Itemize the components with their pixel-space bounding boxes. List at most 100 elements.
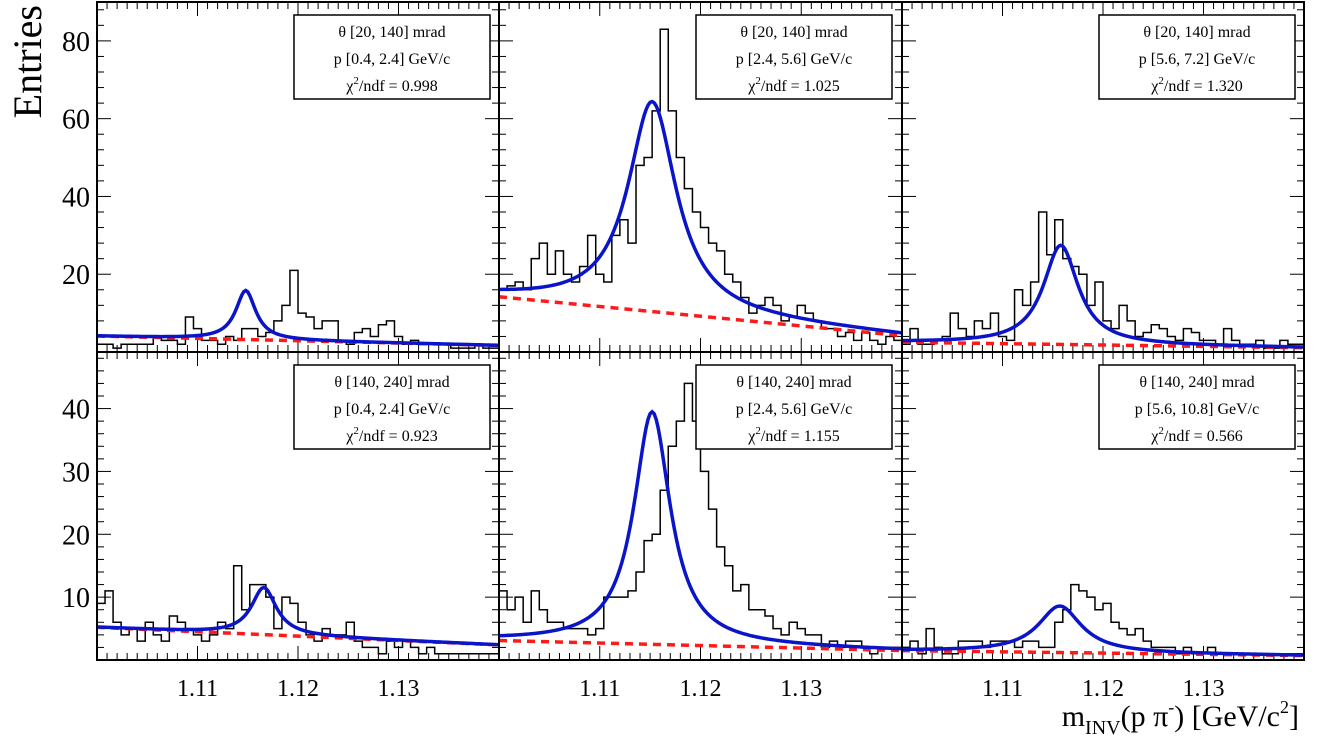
signal-fit-line (97, 585, 499, 647)
legend-chi2-value: /ndf = 1.155 (761, 428, 840, 445)
legend-chi2-sup: 2 (1158, 75, 1164, 87)
panel-4: 10 20 30 40 1.11 1.12 1.13 θ [140, 240] mrad p [… (62, 351, 500, 702)
legend-chi2: χ2/ndf = 1.320 (1150, 75, 1242, 95)
legend-chi2-value: /ndf = 0.998 (359, 78, 438, 95)
x-tick-label: 1.12 (1082, 676, 1124, 702)
y-tick-label: 10 (62, 583, 90, 614)
signal-fit-line (97, 288, 499, 348)
legend-chi2-symbol: χ (345, 428, 354, 445)
signal-fit-line (499, 409, 902, 651)
panel-2: θ [20, 140] mrad p [2.4, 5.6] GeV/c χ2/ndf… (498, 1, 903, 353)
histogram (499, 28, 902, 352)
x-axis-title-sub: INV (1085, 717, 1121, 738)
x-tick-label: 1.13 (378, 676, 420, 702)
legend-box: θ [20, 140] mrad p [0.4, 2.4] GeV/c χ2/ndf… (293, 14, 491, 100)
legend-theta: θ [20, 140] mrad (1143, 24, 1250, 41)
legend-chi2-symbol: χ (747, 78, 756, 95)
legend-chi2-sup: 2 (1158, 425, 1164, 437)
legend-frame (293, 364, 491, 450)
x-tick-label: 1.12 (277, 676, 319, 702)
legend-chi2: χ2/ndf = 0.923 (345, 425, 437, 445)
legend-chi2-symbol: χ (345, 78, 354, 95)
panel-frame (901, 351, 1305, 661)
background-fit-line (499, 295, 902, 338)
x-axis-title-close: ] (1289, 700, 1299, 733)
x-tick-label: 1.11 (982, 676, 1023, 702)
legend-chi2-symbol: χ (1150, 428, 1159, 445)
legend-theta: θ [140, 240] mrad (736, 374, 851, 391)
legend-theta: θ [140, 240] mrad (334, 374, 449, 391)
legend-box: θ [140, 240] mrad p [5.6, 10.8] GeV/c χ2/n… (1098, 364, 1296, 450)
legend-chi2-sup: 2 (755, 425, 761, 437)
plot-area (97, 564, 499, 660)
legend-momentum: p [5.6, 10.8] GeV/c (1135, 401, 1259, 418)
legend-momentum: p [2.4, 5.6] GeV/c (736, 51, 852, 68)
plot-area (499, 28, 902, 352)
legend-box: θ [20, 140] mrad p [2.4, 5.6] GeV/c χ2/ndf… (695, 14, 893, 100)
histogram (902, 211, 1304, 352)
legend-momentum: p [0.4, 2.4] GeV/c (334, 401, 450, 418)
panels-layer: 20 40 60 80 θ [20, 140] mrad p [0.4, 2.4] GeV… (62, 1, 1305, 702)
y-tick-label: 60 (62, 105, 90, 136)
legend-chi2-value: /ndf = 0.566 (1164, 428, 1243, 445)
x-tick-label: 1.11 (579, 676, 620, 702)
x-tick-label: 1.11 (177, 676, 218, 702)
x-axis-title-end: ) [GeV/c (1174, 700, 1280, 733)
legend-frame (1098, 14, 1296, 100)
signal-fit-line (499, 99, 902, 335)
legend-theta: θ [20, 140] mrad (338, 24, 445, 41)
legend-box: θ [140, 240] mrad p [2.4, 5.6] GeV/c χ2/nd… (695, 364, 893, 450)
background-fit-line (97, 334, 499, 348)
legend-momentum: p [2.4, 5.6] GeV/c (736, 401, 852, 418)
legend-chi2-value: /ndf = 0.923 (359, 428, 438, 445)
legend-chi2-sup: 2 (755, 75, 761, 87)
x-axis-title: mINV(p π-) [GeV/c2] (1062, 697, 1299, 738)
legend-box: θ [140, 240] mrad p [0.4, 2.4] GeV/c χ2/nd… (293, 364, 491, 450)
x-axis-title-mid: (p π (1121, 700, 1169, 733)
legend-chi2-sup: 2 (353, 75, 359, 87)
signal-fit-line (902, 604, 1304, 657)
x-axis-title-sup2: 2 (1280, 697, 1289, 717)
plot-area (97, 269, 499, 352)
signal-fit-line (902, 243, 1304, 349)
y-tick-label: 20 (62, 520, 90, 551)
y-tick-label: 40 (62, 395, 90, 426)
background-fit-line (902, 340, 1304, 350)
legend-theta: θ [20, 140] mrad (740, 24, 847, 41)
y-tick-label: 20 (62, 260, 90, 291)
background-fit-line (97, 625, 499, 647)
legend-chi2-value: /ndf = 1.025 (761, 78, 840, 95)
legend-chi2-symbol: χ (747, 428, 756, 445)
panel-3: θ [20, 140] mrad p [5.6, 7.2] GeV/c χ2/ndf… (901, 1, 1305, 353)
background-fit-line (902, 648, 1304, 658)
panel-5: 1.11 1.12 1.13 θ [140, 240] mrad p [2.4, 5.6… (498, 351, 903, 702)
histogram (97, 564, 499, 660)
panel-6: 1.11 1.12 1.13 θ [140, 240] mrad p [5.6, 10.… (901, 351, 1305, 702)
x-axis-title-main: m (1062, 700, 1085, 733)
x-axis-title-sup: - (1168, 697, 1174, 717)
legend-chi2: χ2/ndf = 1.155 (747, 425, 839, 445)
legend-chi2: χ2/ndf = 0.566 (1150, 425, 1242, 445)
legend-chi2-value: /ndf = 1.320 (1164, 78, 1243, 95)
legend-frame (695, 14, 893, 100)
legend-chi2: χ2/ndf = 0.998 (345, 75, 437, 95)
plot-area (902, 211, 1304, 352)
x-tick-label: 1.12 (680, 676, 722, 702)
legend-frame (293, 14, 491, 100)
legend-momentum: p [0.4, 2.4] GeV/c (334, 51, 450, 68)
plot-area (902, 583, 1304, 660)
legend-chi2: χ2/ndf = 1.025 (747, 75, 839, 95)
background-fit-line (499, 638, 902, 653)
y-tick-label: 80 (62, 27, 90, 58)
y-tick-label: 30 (62, 457, 90, 488)
legend-box: θ [20, 140] mrad p [5.6, 7.2] GeV/c χ2/ndf… (1098, 14, 1296, 100)
legend-chi2-sup: 2 (353, 425, 359, 437)
legend-frame (695, 364, 893, 450)
legend-momentum: p [5.6, 7.2] GeV/c (1139, 51, 1255, 68)
x-tick-label: 1.13 (1183, 676, 1225, 702)
legend-chi2-symbol: χ (1150, 78, 1159, 95)
y-axis-title: Entries (5, 5, 50, 118)
legend-theta: θ [140, 240] mrad (1139, 374, 1254, 391)
panel-1: 20 40 60 80 θ [20, 140] mrad p [0.4, 2.4] GeV… (62, 1, 500, 353)
